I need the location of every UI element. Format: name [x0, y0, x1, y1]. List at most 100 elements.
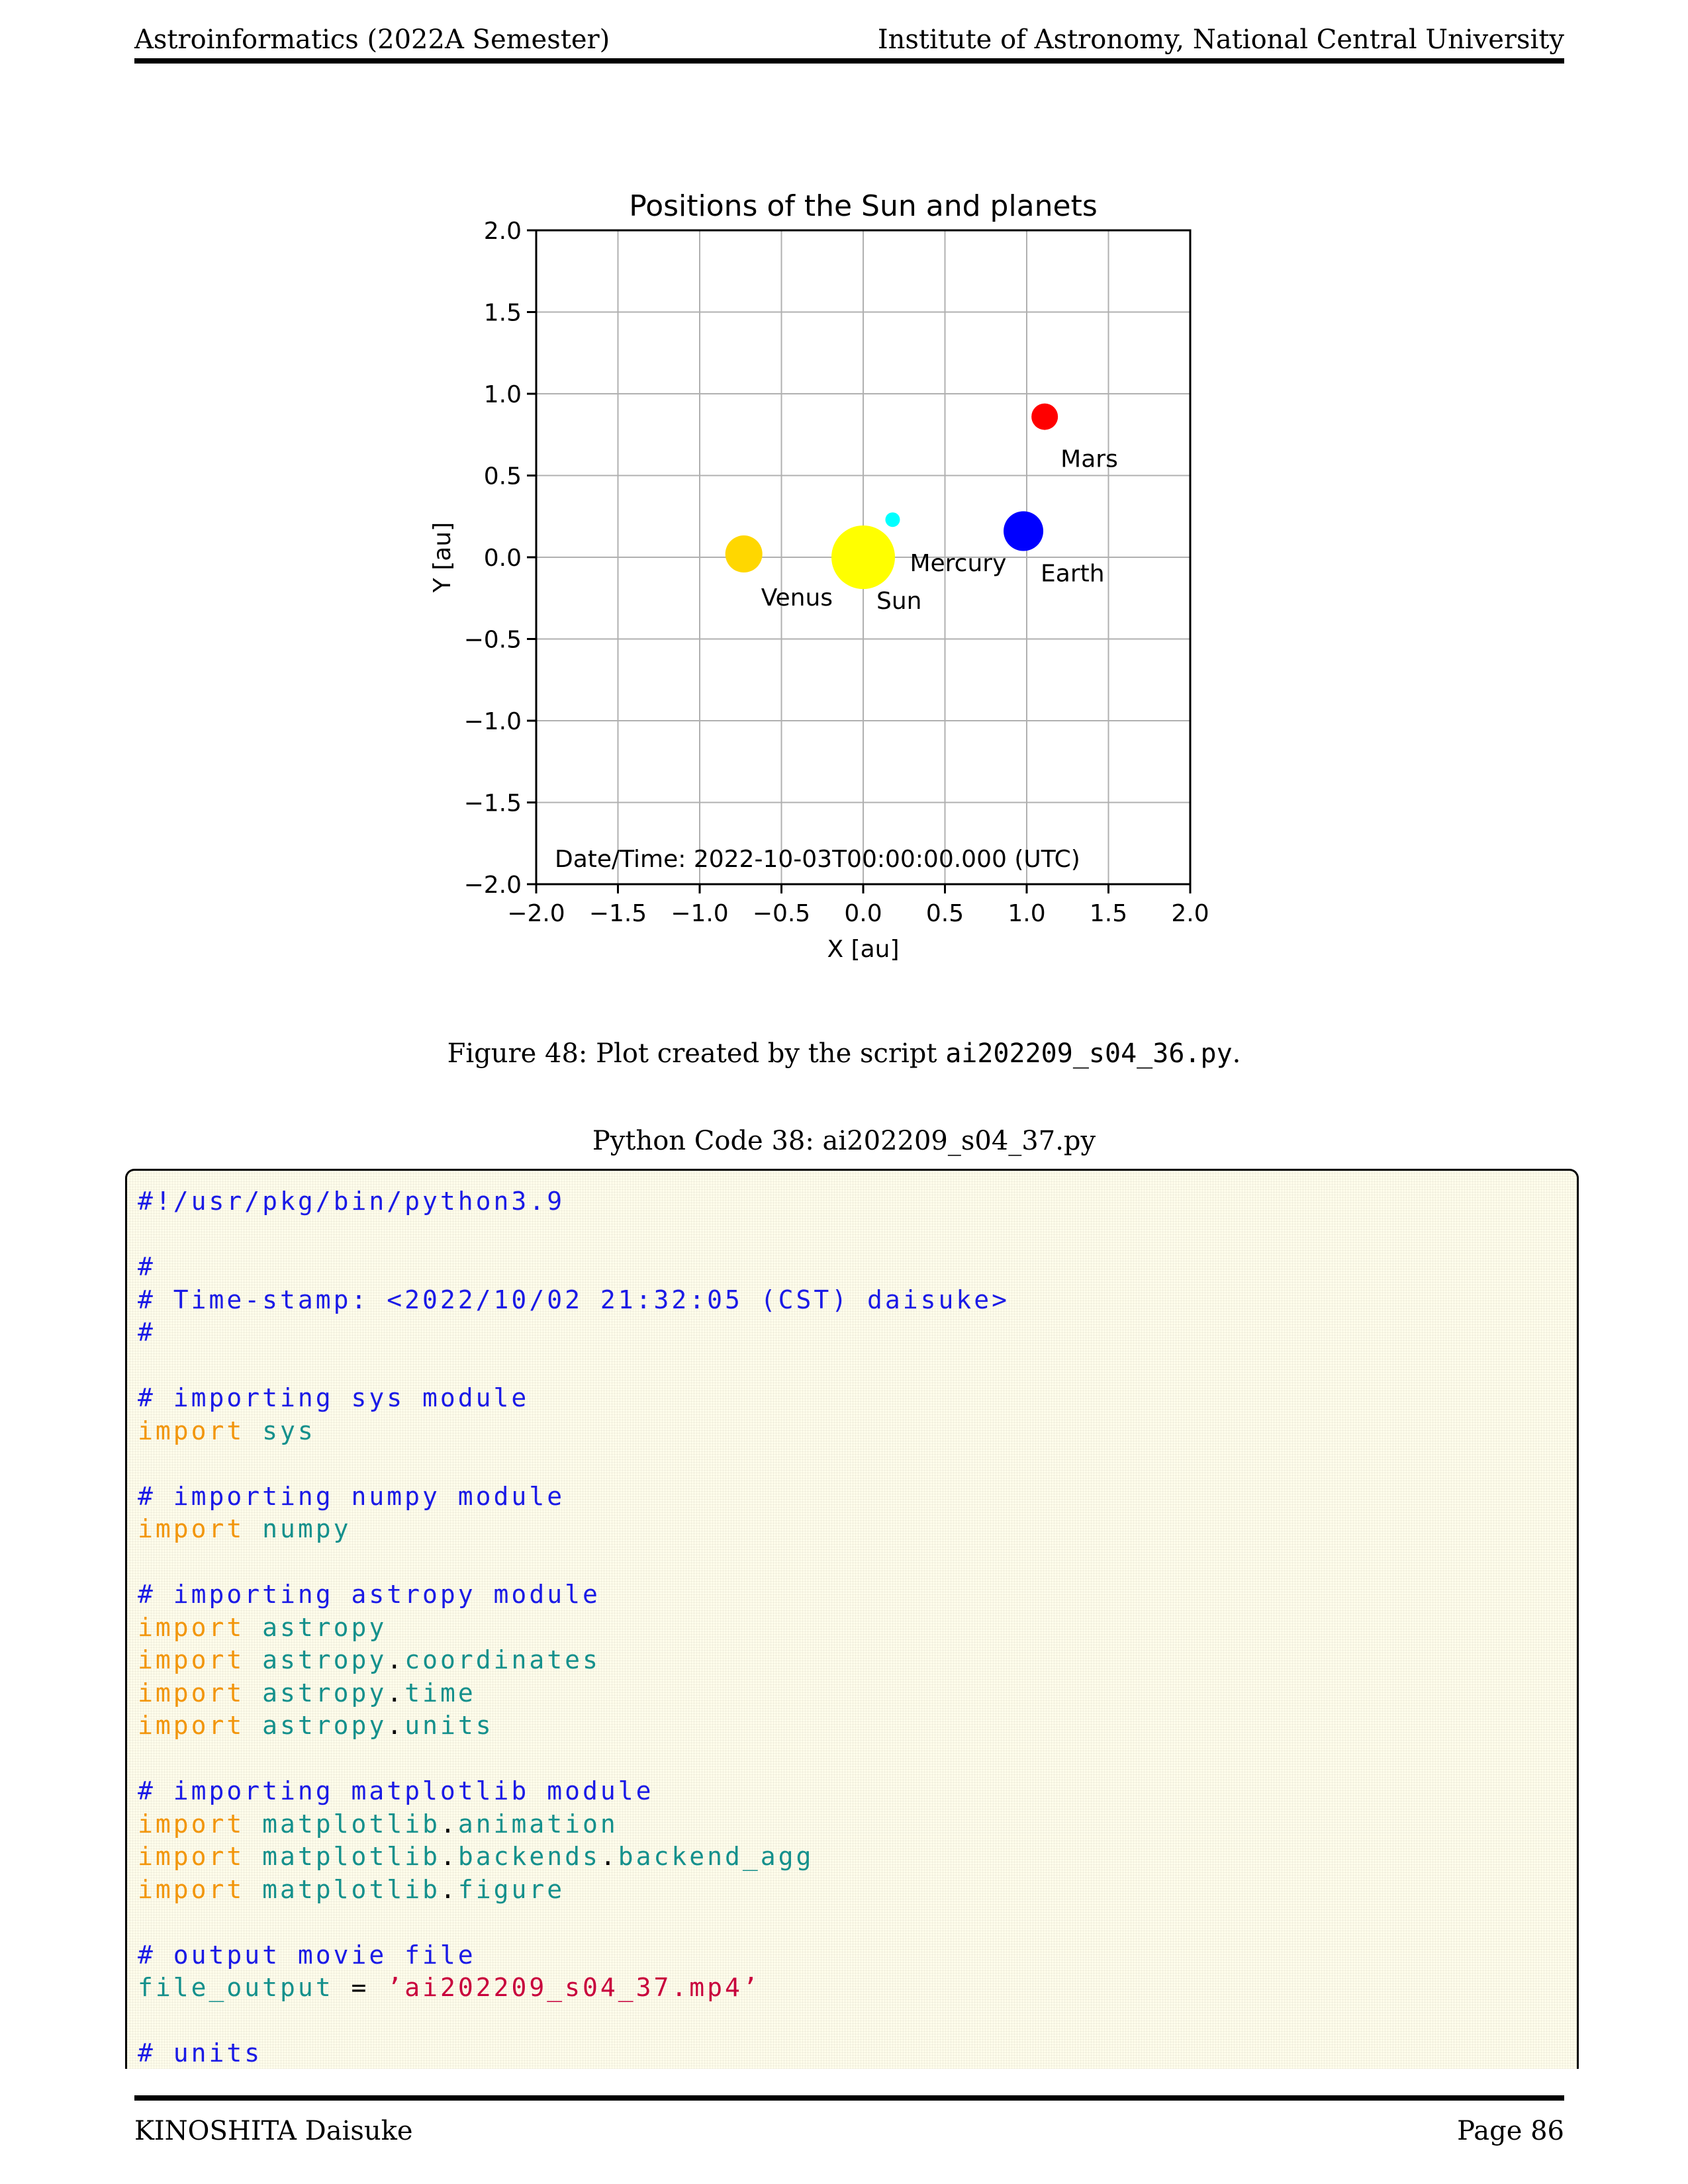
code-token: import [138, 1514, 245, 1543]
code-line: # importing numpy module [138, 1480, 1009, 1514]
code-line: # output movie file [138, 1939, 1009, 1972]
code-token: . [387, 1645, 405, 1674]
x-tick-label: 2.0 [1171, 900, 1209, 927]
code-token [244, 1809, 262, 1839]
code-token: file_output [138, 1973, 334, 2002]
x-axis-label: X [au] [827, 936, 899, 963]
earth-marker [1004, 511, 1044, 551]
code-token: # Time-stamp: <2022/10/02 21:32:05 (CST)… [138, 1285, 1010, 1314]
code-token: # importing sys module [138, 1383, 530, 1412]
figure-caption: Figure 48: Plot created by the script ai… [0, 1038, 1688, 1069]
code-line: import astropy.time [138, 1677, 1009, 1710]
code-token: import [138, 1416, 245, 1445]
code-token: # importing matplotlib module [138, 1776, 654, 1805]
code-token: import [138, 1678, 245, 1707]
code-token: ’ai202209_s04_37.mp4’ [387, 1973, 761, 2002]
code-token: sys [262, 1416, 316, 1445]
code-token: units [404, 1711, 494, 1740]
footer-rule [134, 2095, 1564, 2101]
code-token: time [404, 1678, 476, 1707]
code-line: # units [138, 2037, 1009, 2069]
code-token: import [138, 1842, 245, 1871]
x-tick-label: 0.5 [926, 900, 964, 927]
date-annotation: Date/Time: 2022-10-03T00:00:00.000 (UTC) [555, 846, 1080, 873]
code-token: matplotlib [262, 1874, 440, 1904]
code-token [244, 1875, 262, 1904]
y-tick-label: 1.5 [484, 300, 522, 327]
code-token: import [138, 1874, 245, 1904]
y-tick-label: −2.0 [464, 872, 522, 899]
code-token: . [440, 1842, 458, 1871]
chart-title: Positions of the Sun and planets [629, 189, 1098, 223]
x-tick-label: 1.0 [1008, 900, 1045, 927]
code-line: import astropy [138, 1612, 1009, 1645]
x-tick-label: 1.5 [1090, 900, 1127, 927]
code-token: . [600, 1842, 618, 1871]
code-line [138, 1743, 1009, 1776]
mercury-label: Mercury [910, 550, 1006, 577]
code-token: backends [457, 1842, 600, 1871]
solar-system-chart: −2.0 −1.5 −1.0 −0.5 0.0 0.5 1.0 1.5 2.0−2.0−1.5−… [429, 189, 1209, 963]
code-token: astropy [262, 1612, 387, 1642]
figure-caption-prefix: Figure 48: Plot created by the script [447, 1038, 946, 1069]
code-token: # output movie file [138, 1940, 476, 1970]
code-token: astropy [262, 1711, 387, 1740]
y-tick-label: 2.0 [484, 218, 522, 245]
code-token: # importing numpy module [138, 1481, 565, 1511]
code-token: import [138, 1809, 245, 1839]
page-header-right: Institute of Astronomy, National Central… [877, 24, 1564, 55]
code-token [244, 1416, 262, 1445]
code-token: coordinates [404, 1645, 600, 1674]
code-line: import matplotlib.animation [138, 1808, 1009, 1841]
code-token [244, 1613, 262, 1642]
y-tick-label: −1.5 [464, 790, 522, 817]
code-token: import [138, 1612, 245, 1642]
x-tick-label: −1.0 [671, 900, 728, 927]
code-line [138, 1218, 1009, 1251]
figure-caption-suffix: . [1232, 1038, 1241, 1069]
y-axis-label: Y [au] [429, 522, 456, 593]
code-line: file_output = ’ai202209_s04_37.mp4’ [138, 1972, 1009, 2005]
code-token: matplotlib [262, 1842, 440, 1871]
code-line: import matplotlib.figure [138, 1874, 1009, 1907]
code-token: . [440, 1874, 458, 1904]
x-tick-label: 0.0 [844, 900, 882, 927]
code-line: import numpy [138, 1513, 1009, 1546]
mars-marker [1031, 403, 1058, 430]
page-footer-right: Page 86 [1457, 2116, 1564, 2146]
code-token: backend_agg [618, 1842, 814, 1871]
code-line: # importing matplotlib module [138, 1775, 1009, 1808]
code-line: # importing sys module [138, 1382, 1009, 1415]
code-token: # importing astropy module [138, 1580, 600, 1609]
code-line: import astropy.units [138, 1709, 1009, 1743]
y-tick-label: −0.5 [464, 627, 522, 654]
code-token: import [138, 1645, 245, 1674]
code-token: figure [457, 1874, 565, 1904]
code-line: #!/usr/pkg/bin/python3.9 [138, 1185, 1009, 1218]
code-token: . [387, 1711, 405, 1740]
planet-markers: Sun Mercury Venus Earth Mars [725, 403, 1118, 615]
y-tick-label: −1.0 [464, 708, 522, 735]
x-tick-label: −0.5 [753, 900, 810, 927]
code-listing-title: Python Code 38: ai202209_s04_37.py [592, 1126, 1096, 1156]
code-token: matplotlib [262, 1809, 440, 1839]
code-token: # [138, 1318, 156, 1347]
mars-label: Mars [1060, 446, 1118, 473]
code-token: . [387, 1678, 405, 1707]
sun-label: Sun [876, 588, 921, 615]
code-token: numpy [262, 1514, 352, 1543]
code-token: animation [457, 1809, 618, 1839]
page-header-left: Astroinformatics (2022A Semester) [134, 24, 610, 55]
sun-marker [831, 525, 895, 589]
axis-ticks: −2.0 −1.5 −1.0 −0.5 0.0 0.5 1.0 1.5 2.0−2.0−1.5−… [464, 218, 1209, 927]
y-tick-label: 1.0 [484, 381, 522, 408]
venus-label: Venus [761, 584, 833, 612]
code-token: = [333, 1973, 387, 2002]
code-lines: #!/usr/pkg/bin/python3.9 # # Time-stamp: <… [138, 1185, 1009, 2069]
y-tick-label: 0.5 [484, 463, 522, 490]
code-line: # Time-stamp: <2022/10/02 21:32:05 (CST)… [138, 1284, 1009, 1317]
code-line: # [138, 1251, 1009, 1284]
code-token: # units [138, 2038, 263, 2068]
code-line: # [138, 1316, 1009, 1349]
code-token: #!/usr/pkg/bin/python3.9 [138, 1187, 565, 1216]
